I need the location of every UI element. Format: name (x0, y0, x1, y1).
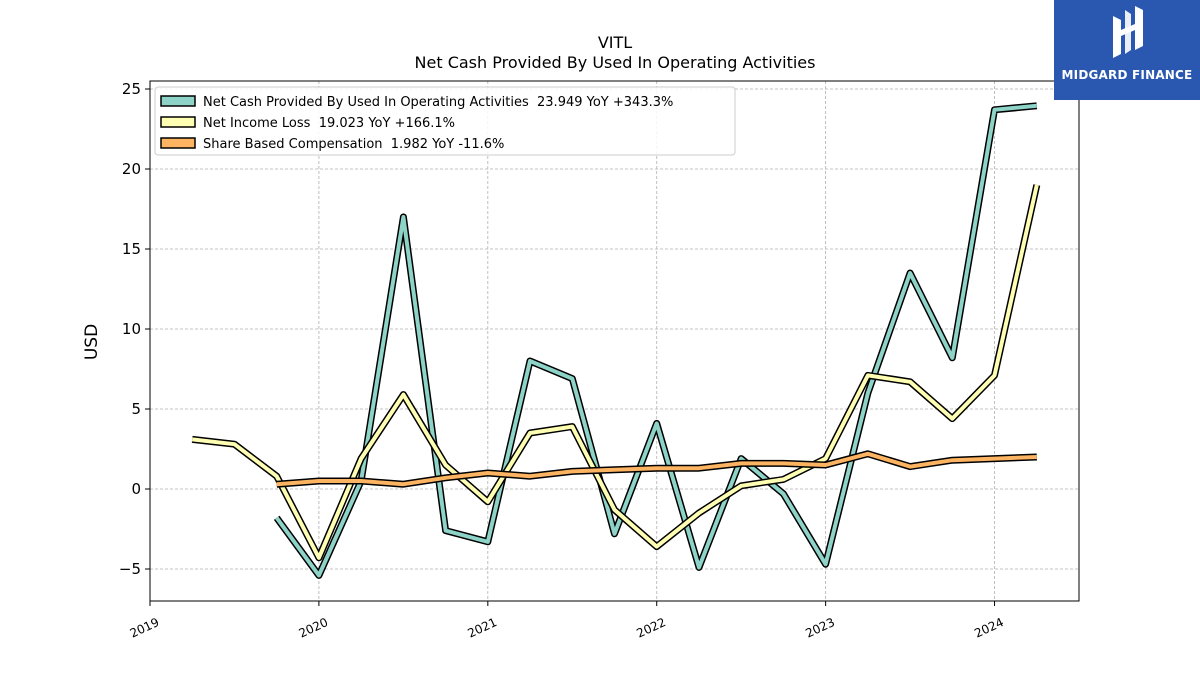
legend-label-1: Net Income Loss 19.023 YoY +166.1% (203, 116, 455, 131)
chart-subtitle: Net Cash Provided By Used In Operating A… (415, 53, 816, 72)
x-axis-ticks: 2019 2020 2021 2022 2023 2024 (128, 601, 1006, 641)
x-tick-label: 2022 (634, 615, 668, 641)
midgard-logo: MIDGARD FINANCE (1054, 0, 1200, 100)
series-line-1 (191, 184, 1039, 560)
y-tick-label: 5 (131, 400, 141, 418)
midgard-logo-mark-icon (1113, 6, 1143, 58)
x-tick-label: 2023 (803, 615, 837, 641)
x-tick-label: 2021 (465, 615, 499, 641)
legend-swatch-0 (160, 95, 196, 107)
legend-swatch-1 (160, 116, 196, 128)
legend-label-2: Share Based Compensation 1.982 YoY -11.6… (203, 137, 504, 152)
y-tick-label: −5 (119, 560, 141, 578)
legend: Net Cash Provided By Used In Operating A… (154, 86, 736, 156)
y-tick-label: 25 (122, 80, 141, 98)
series-line-0 (275, 103, 1037, 578)
x-tick-label: 2024 (972, 615, 1006, 641)
y-tick-label: 10 (122, 320, 141, 338)
y-axis-label: USD (82, 324, 102, 360)
x-tick-label: 2020 (297, 615, 331, 641)
logo-brand-text: MIDGARD FINANCE (1061, 68, 1193, 82)
y-tick-label: 15 (122, 240, 141, 258)
chart-title: VITL (598, 33, 632, 52)
legend-label-0: Net Cash Provided By Used In Operating A… (203, 95, 673, 110)
series-line-2 (276, 451, 1037, 487)
y-axis-ticks: −5 0 5 10 15 20 25 (119, 80, 150, 578)
y-tick-label: 0 (131, 480, 141, 498)
legend-swatch-2 (160, 137, 196, 149)
legend-box (154, 86, 736, 156)
plot-frame (149, 80, 1080, 602)
y-tick-label: 20 (122, 160, 141, 178)
x-tick-label: 2019 (128, 615, 162, 641)
plot-series (191, 102, 1041, 579)
